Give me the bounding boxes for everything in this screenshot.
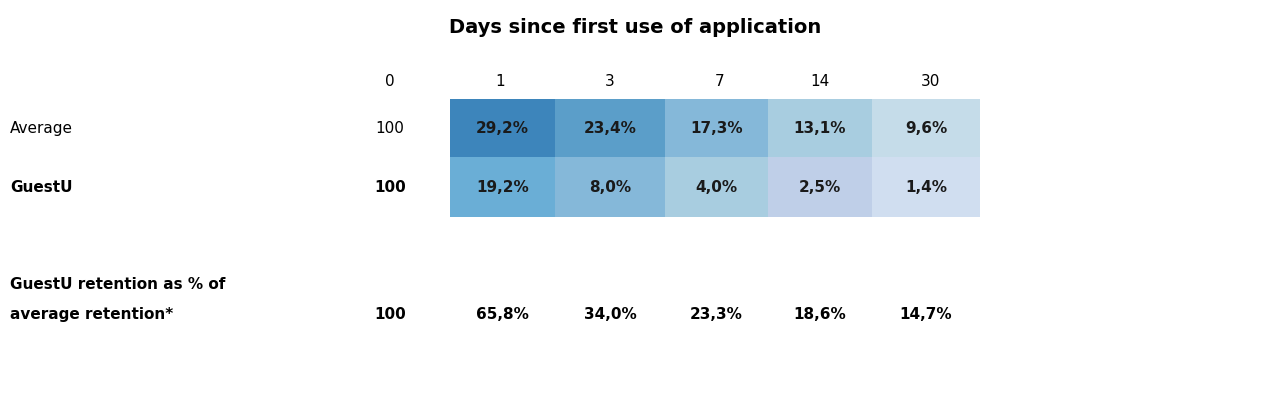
Bar bbox=[872, 157, 980, 218]
Text: 14: 14 bbox=[811, 74, 830, 89]
Bar bbox=[450, 100, 555, 157]
Text: 8,0%: 8,0% bbox=[589, 180, 631, 195]
Bar bbox=[555, 157, 665, 218]
Bar bbox=[768, 100, 872, 157]
Text: average retention*: average retention* bbox=[10, 307, 174, 322]
Text: 9,6%: 9,6% bbox=[905, 121, 947, 136]
Bar bbox=[450, 157, 555, 218]
Text: 65,8%: 65,8% bbox=[476, 307, 529, 322]
Bar bbox=[665, 100, 768, 157]
Text: 3: 3 bbox=[605, 74, 615, 89]
Text: 13,1%: 13,1% bbox=[793, 121, 846, 136]
Text: 23,3%: 23,3% bbox=[690, 307, 742, 322]
Text: 23,4%: 23,4% bbox=[584, 121, 637, 136]
Text: 1,4%: 1,4% bbox=[905, 180, 947, 195]
Bar bbox=[872, 100, 980, 157]
Text: 29,2%: 29,2% bbox=[476, 121, 529, 136]
Text: 34,0%: 34,0% bbox=[584, 307, 636, 322]
Text: 18,6%: 18,6% bbox=[793, 307, 846, 322]
Text: Days since first use of application: Days since first use of application bbox=[449, 18, 821, 37]
Text: Average: Average bbox=[10, 121, 74, 136]
Bar bbox=[555, 100, 665, 157]
Text: 100: 100 bbox=[374, 180, 406, 195]
Text: GuestU: GuestU bbox=[10, 180, 72, 195]
Text: 100: 100 bbox=[374, 307, 406, 322]
Text: 100: 100 bbox=[376, 121, 405, 136]
Text: 1: 1 bbox=[495, 74, 505, 89]
Text: 4,0%: 4,0% bbox=[695, 180, 737, 195]
Text: 30: 30 bbox=[920, 74, 939, 89]
Text: 0: 0 bbox=[386, 74, 395, 89]
Text: 2,5%: 2,5% bbox=[799, 180, 841, 195]
Text: 7: 7 bbox=[716, 74, 725, 89]
Bar bbox=[768, 157, 872, 218]
Text: 14,7%: 14,7% bbox=[900, 307, 952, 322]
Text: GuestU retention as % of: GuestU retention as % of bbox=[10, 277, 226, 292]
Text: 19,2%: 19,2% bbox=[476, 180, 529, 195]
Bar bbox=[665, 157, 768, 218]
Text: 17,3%: 17,3% bbox=[690, 121, 742, 136]
